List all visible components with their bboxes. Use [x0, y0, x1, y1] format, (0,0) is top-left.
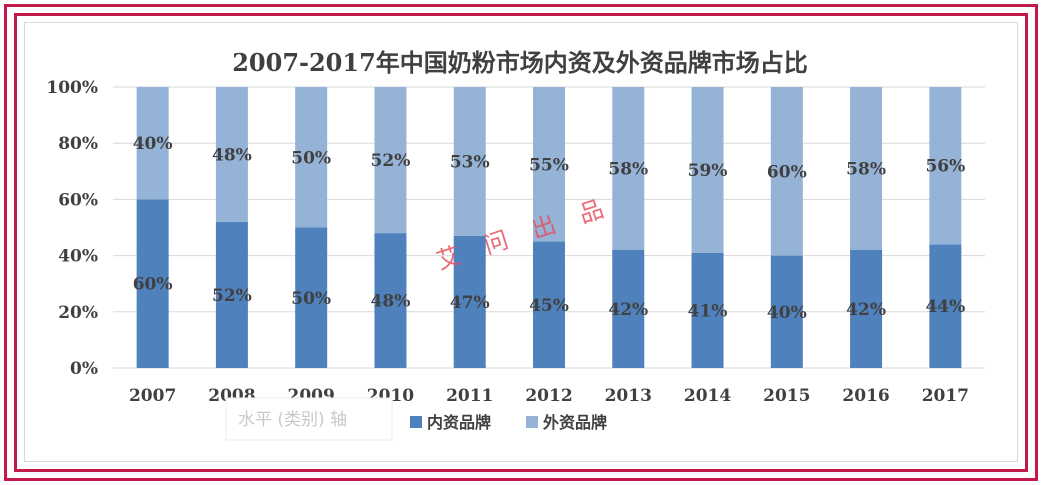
bar-foreign[interactable] — [295, 87, 328, 228]
bar-foreign[interactable] — [850, 87, 883, 250]
data-label-domestic: 52% — [212, 286, 252, 306]
y-tick-label: 80% — [58, 134, 98, 154]
chart-title: 2007-2017年中国奶粉市场内资及外资品牌市场占比 — [232, 48, 808, 77]
bar-domestic[interactable] — [929, 244, 962, 368]
x-tick-label: 2012 — [525, 386, 572, 406]
data-label-domestic: 41% — [688, 301, 728, 321]
bar-foreign[interactable] — [612, 87, 645, 250]
bar-foreign[interactable] — [374, 87, 407, 234]
data-label-domestic: 44% — [925, 297, 965, 317]
legend-label-domestic: 内资品牌 — [427, 413, 491, 432]
bar-domestic[interactable] — [770, 255, 803, 368]
data-label-foreign: 59% — [688, 161, 728, 181]
y-tick-label: 60% — [58, 190, 98, 210]
data-label-domestic: 47% — [450, 293, 490, 313]
axis-tooltip-box — [225, 397, 393, 441]
data-label-foreign: 52% — [371, 151, 411, 171]
legend-swatch-foreign — [526, 416, 538, 428]
legend-swatch-domestic — [410, 416, 422, 428]
bar-domestic[interactable] — [453, 235, 486, 368]
bar-foreign[interactable] — [929, 87, 962, 245]
data-label-foreign: 56% — [925, 157, 965, 177]
bar-domestic[interactable] — [850, 249, 883, 368]
y-tick-label: 20% — [58, 303, 98, 323]
data-label-foreign: 58% — [846, 159, 886, 179]
bar-foreign[interactable] — [215, 87, 248, 222]
data-label-foreign: 60% — [767, 162, 807, 182]
data-label-foreign: 58% — [608, 159, 648, 179]
bar-foreign[interactable] — [770, 87, 803, 256]
data-label-domestic: 48% — [371, 292, 411, 312]
data-label-domestic: 42% — [608, 300, 648, 320]
bar-domestic[interactable] — [374, 233, 407, 368]
bar-foreign[interactable] — [533, 87, 565, 242]
y-tick-label: 40% — [58, 247, 98, 267]
data-label-foreign: 40% — [133, 134, 173, 154]
bar-domestic[interactable] — [295, 227, 328, 369]
legend: 内资品牌 外资品牌 — [410, 413, 607, 432]
axis-tooltip-text: 水平 (类别) 轴 — [238, 410, 347, 430]
bar-foreign[interactable] — [136, 87, 169, 200]
x-tick-label: 2007 — [129, 386, 176, 406]
bar-domestic[interactable] — [612, 249, 645, 368]
x-tick-label: 2015 — [763, 386, 810, 406]
x-tick-label: 2013 — [605, 386, 652, 406]
data-label-domestic: 60% — [133, 275, 173, 295]
data-label-foreign: 53% — [450, 152, 490, 172]
bar-foreign[interactable] — [453, 87, 486, 236]
legend-label-foreign: 外资品牌 — [542, 413, 607, 432]
data-label-domestic: 50% — [291, 289, 331, 309]
outer-border — [4, 4, 1038, 481]
data-label-foreign: 50% — [291, 148, 331, 168]
bar-foreign[interactable] — [691, 87, 724, 253]
y-tick-label: 0% — [70, 359, 98, 379]
y-axis-ticks: 0% 20% 40% 60% 80% 100% — [46, 78, 98, 379]
data-label-domestic: 45% — [529, 296, 569, 316]
x-tick-label: 2014 — [684, 386, 731, 406]
data-label-foreign: 48% — [212, 145, 252, 165]
bar-domestic[interactable] — [533, 241, 565, 368]
bars — [136, 87, 962, 369]
x-tick-label: 2016 — [842, 386, 889, 406]
inner-border — [14, 13, 1028, 472]
bar-domestic[interactable] — [215, 221, 248, 368]
x-tick-label: 2017 — [922, 386, 969, 406]
data-label-domestic: 40% — [767, 303, 807, 323]
data-label-foreign: 55% — [529, 155, 569, 175]
data-label-domestic: 42% — [846, 300, 886, 320]
x-tick-label: 2011 — [446, 386, 493, 406]
y-tick-label: 100% — [46, 78, 98, 98]
bar-domestic[interactable] — [691, 252, 724, 368]
bar-domestic[interactable] — [136, 199, 169, 368]
watermark-char: 品 — [576, 195, 607, 229]
data-labels: 60% 40% 52% 48% 50% 50% 48% 52% 47% 53% 45% 55% 42% 5… — [133, 134, 966, 323]
